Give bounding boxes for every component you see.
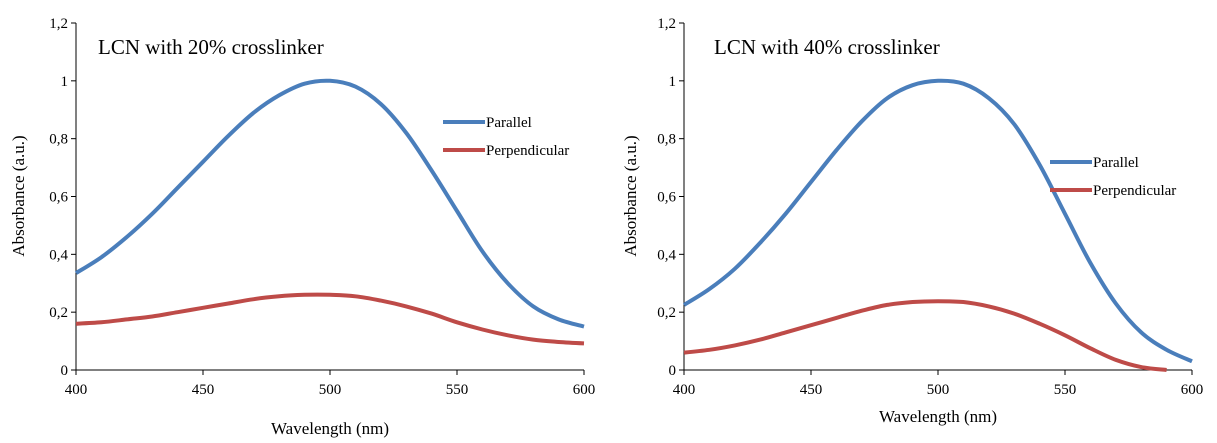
- x-tick-label: 600: [573, 382, 596, 398]
- legend-label-perpendicular: Perpendicular: [486, 143, 569, 159]
- legend-label-parallel: Parallel: [1093, 155, 1139, 171]
- y-tick-label: 0,6: [657, 190, 676, 206]
- y-axis-title: Absorbance (a.u.): [621, 135, 640, 256]
- y-tick-label: 1: [61, 74, 69, 90]
- x-axis-title: Wavelength (nm): [271, 419, 389, 438]
- chart-1: 0 0,2 0,4 0,6 0,8 1 1,2 400 450 500 550 600 Waveleng…: [9, 16, 595, 438]
- y-tick-label: 1: [669, 74, 677, 90]
- y-tick-label: 0,2: [657, 305, 676, 321]
- y-tick-label: 0: [669, 363, 677, 379]
- y-tick-label: 0,6: [49, 190, 68, 206]
- y-tick-label: 1,2: [657, 16, 676, 32]
- y-tick-label: 0,8: [657, 132, 676, 148]
- y-tick-label: 0,4: [657, 247, 676, 263]
- x-tick-label: 500: [927, 382, 950, 398]
- x-axis-title: Wavelength (nm): [879, 407, 997, 426]
- legend-label-parallel: Parallel: [486, 115, 532, 131]
- legend-label-perpendicular: Perpendicular: [1093, 183, 1176, 199]
- series-line-parallel: [682, 78, 1193, 364]
- x-tick-label: 500: [319, 382, 342, 398]
- x-tick-label: 550: [446, 382, 469, 398]
- chart-2: 0 0,2 0,4 0,6 0,8 1 1,2 400 450 500 550 600 Waveleng…: [621, 16, 1203, 426]
- x-tick-label: 400: [65, 382, 88, 398]
- y-tick-label: 0: [61, 363, 69, 379]
- chart-title: LCN with 40% crosslinker: [714, 35, 940, 59]
- x-tick-label: 400: [673, 382, 696, 398]
- y-axis-title: Absorbance (a.u.): [9, 135, 28, 256]
- y-tick-label: 1,2: [49, 16, 68, 32]
- series-line-perpendicular: [683, 299, 1167, 372]
- y-tick-label: 0,8: [49, 132, 68, 148]
- series-line-perpendicular: [75, 292, 585, 346]
- x-tick-label: 550: [1054, 382, 1077, 398]
- x-tick-label: 450: [800, 382, 823, 398]
- x-tick-label: 600: [1181, 382, 1204, 398]
- chart-title: LCN with 20% crosslinker: [98, 35, 324, 59]
- series-line-parallel: [74, 78, 585, 329]
- x-tick-label: 450: [192, 382, 215, 398]
- y-tick-label: 0,2: [49, 305, 68, 321]
- y-tick-label: 0,4: [49, 247, 68, 263]
